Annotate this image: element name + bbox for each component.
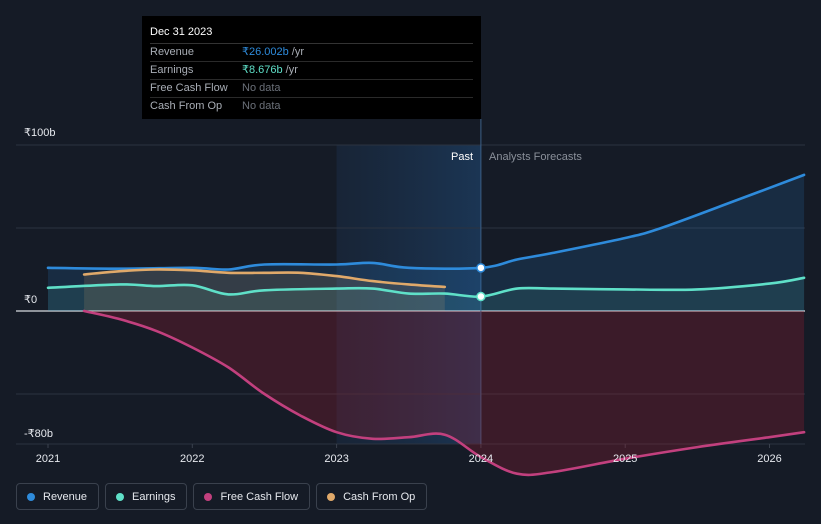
hover-markers	[476, 263, 486, 302]
chart-legend: Revenue Earnings Free Cash Flow Cash Fro…	[16, 483, 428, 510]
y-tick-label: -₹80b	[24, 428, 53, 440]
line-cash-from-op	[82, 268, 447, 289]
tooltip-row-free-cash-flow: Free Cash Flow No data	[150, 80, 473, 98]
legend-label: Revenue	[43, 490, 88, 503]
series-lines	[46, 173, 806, 477]
tooltip-unit: /yr	[285, 64, 298, 76]
tooltip-value: ₹26.002b	[242, 46, 289, 58]
gridlines	[16, 119, 805, 448]
tooltip-label: Cash From Op	[150, 100, 223, 112]
line-earnings	[46, 276, 806, 299]
x-tick-label: 2026	[757, 453, 781, 465]
y-tick-label: ₹0	[24, 294, 37, 306]
x-tick-label: 2022	[180, 453, 204, 465]
tooltip-row-cash-from-op: Cash From Op No data	[150, 98, 473, 115]
legend-label: Cash From Op	[343, 490, 416, 503]
past-region-label: Past	[451, 151, 473, 163]
marker-earnings	[476, 291, 486, 302]
x-tick-label: 2025	[613, 453, 637, 465]
tooltip-label: Earnings	[150, 64, 194, 76]
tooltip-value: ₹8.676b	[242, 64, 283, 76]
legend-label: Free Cash Flow	[220, 490, 299, 503]
legend-dot-icon	[27, 492, 35, 501]
line-revenue	[46, 173, 806, 271]
legend-dot-icon	[116, 492, 125, 501]
legend-item-cash-from-op[interactable]: Cash From Op	[316, 483, 428, 510]
area-revenue	[48, 174, 805, 311]
area-free-cash-flow	[84, 311, 805, 475]
legend-dot-icon	[327, 492, 336, 501]
line-free-cash-flow	[82, 309, 806, 477]
axis-labels: ₹100b ₹0 -₹80b 2021 2022 2023 2024 2025 2026	[24, 127, 782, 465]
tooltip-row-earnings: Earnings ₹8.676b /yr	[150, 62, 473, 80]
tooltip-value: No data	[242, 100, 281, 112]
legend-item-free-cash-flow[interactable]: Free Cash Flow	[193, 483, 311, 510]
tooltip-value: No data	[242, 82, 281, 94]
x-tick-label: 2023	[324, 453, 348, 465]
tooltip-label: Free Cash Flow	[150, 82, 228, 94]
legend-label: Earnings	[132, 490, 176, 503]
y-tick-label: ₹100b	[24, 127, 55, 139]
marker-revenue	[476, 263, 486, 273]
x-tick-label: 2024	[469, 453, 493, 465]
tooltip-unit: /yr	[291, 46, 304, 58]
tooltip-date: Dec 31 2023	[150, 24, 473, 44]
forecast-region-label: Analysts Forecasts	[489, 151, 582, 163]
legend-item-earnings[interactable]: Earnings	[105, 483, 188, 510]
x-tick-label: 2021	[36, 453, 60, 465]
tooltip-row-revenue: Revenue ₹26.002b /yr	[150, 44, 473, 62]
tooltip-label: Revenue	[150, 46, 195, 58]
tooltip: Dec 31 2023 Revenue ₹26.002b /yr Earning…	[142, 16, 481, 119]
legend-item-revenue[interactable]: Revenue	[16, 483, 100, 510]
legend-dot-icon	[204, 492, 213, 501]
